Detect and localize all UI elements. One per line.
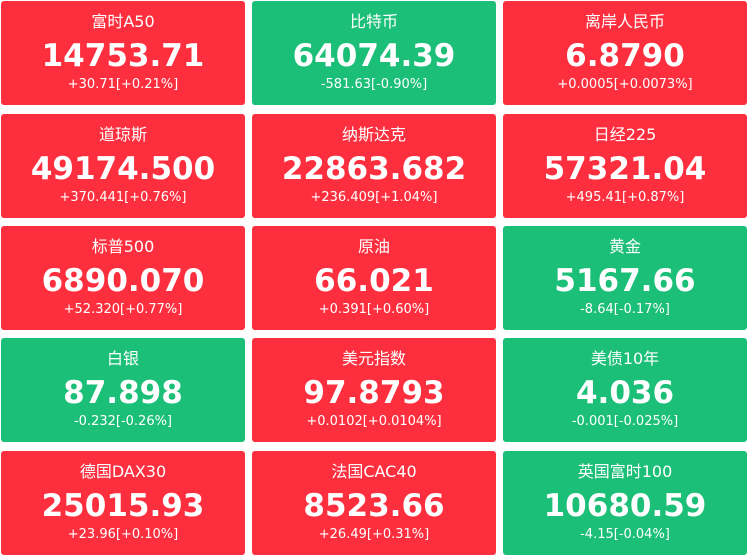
quote-name: 日经225 [593,125,657,144]
quote-name: 纳斯达克 [341,125,406,144]
quote-name: 法国CAC40 [331,462,417,481]
quote-price: 10680.59 [543,488,707,524]
quote-name: 离岸人民币 [584,12,665,31]
quote-name: 德国DAX30 [79,462,167,481]
quote-price: 97.8793 [303,375,445,411]
quote-tile[interactable]: 比特币 64074.39 -581.63[-0.90%] [252,1,496,105]
quote-name: 比特币 [349,12,398,31]
quote-name: 原油 [357,237,390,256]
quote-price: 8523.66 [303,488,445,524]
quote-name: 英国富时100 [577,462,673,481]
quote-price: 25015.93 [41,488,205,524]
quote-tile[interactable]: 标普500 6890.070 +52.320[+0.77%] [1,226,245,330]
quote-change: +26.49[+0.31%] [318,527,430,542]
quote-tile[interactable]: 道琼斯 49174.500 +370.441[+0.76%] [1,114,245,218]
quote-change: +0.0005[+0.0073%] [557,77,693,92]
quote-name: 标普500 [91,237,155,256]
quote-change: +495.41[+0.87%] [565,190,685,205]
quote-tile[interactable]: 原油 66.021 +0.391[+0.60%] [252,226,496,330]
quote-name: 美债10年 [590,349,660,368]
quote-change: -0.001[-0.025%] [571,414,679,429]
quote-tile[interactable]: 纳斯达克 22863.682 +236.409[+1.04%] [252,114,496,218]
quote-price: 4.036 [575,375,675,411]
quote-name: 美元指数 [341,349,406,368]
quote-price: 6.8790 [565,38,685,74]
quote-tile[interactable]: 法国CAC40 8523.66 +26.49[+0.31%] [252,451,496,555]
quote-tile[interactable]: 富时A50 14753.71 +30.71[+0.21%] [1,1,245,105]
quote-price: 64074.39 [292,38,456,74]
quote-change: -4.15[-0.04%] [580,527,670,542]
quote-tile[interactable]: 美元指数 97.8793 +0.0102[+0.0104%] [252,338,496,442]
quote-price: 6890.070 [41,263,205,299]
quote-change: +23.96[+0.10%] [67,527,179,542]
quote-name: 富时A50 [91,12,155,31]
quote-tile[interactable]: 白银 87.898 -0.232[-0.26%] [1,338,245,442]
quote-name: 白银 [106,349,139,368]
quote-price: 14753.71 [41,38,205,74]
quote-change: +30.71[+0.21%] [67,77,179,92]
quote-tile[interactable]: 黄金 5167.66 -8.64[-0.17%] [503,226,747,330]
quote-change: +52.320[+0.77%] [63,302,183,317]
quote-change: +370.441[+0.76%] [59,190,187,205]
quote-change: -581.63[-0.90%] [320,77,428,92]
quote-change: -8.64[-0.17%] [580,302,670,317]
quote-price: 49174.500 [30,151,216,187]
quote-price: 87.898 [63,375,183,411]
quote-change: +0.0102[+0.0104%] [306,414,442,429]
quote-price: 5167.66 [554,263,696,299]
quote-name: 道琼斯 [98,125,147,144]
quote-change: +236.409[+1.04%] [310,190,438,205]
quote-price: 57321.04 [543,151,707,187]
quote-price: 22863.682 [281,151,467,187]
quote-change: +0.391[+0.60%] [318,302,430,317]
quote-name: 黄金 [608,237,641,256]
quote-tile[interactable]: 离岸人民币 6.8790 +0.0005[+0.0073%] [503,1,747,105]
quote-tile[interactable]: 德国DAX30 25015.93 +23.96[+0.10%] [1,451,245,555]
quote-price: 66.021 [314,263,434,299]
quote-tile[interactable]: 英国富时100 10680.59 -4.15[-0.04%] [503,451,747,555]
quote-tile[interactable]: 美债10年 4.036 -0.001[-0.025%] [503,338,747,442]
quote-tile[interactable]: 日经225 57321.04 +495.41[+0.87%] [503,114,747,218]
quote-change: -0.232[-0.26%] [73,414,173,429]
